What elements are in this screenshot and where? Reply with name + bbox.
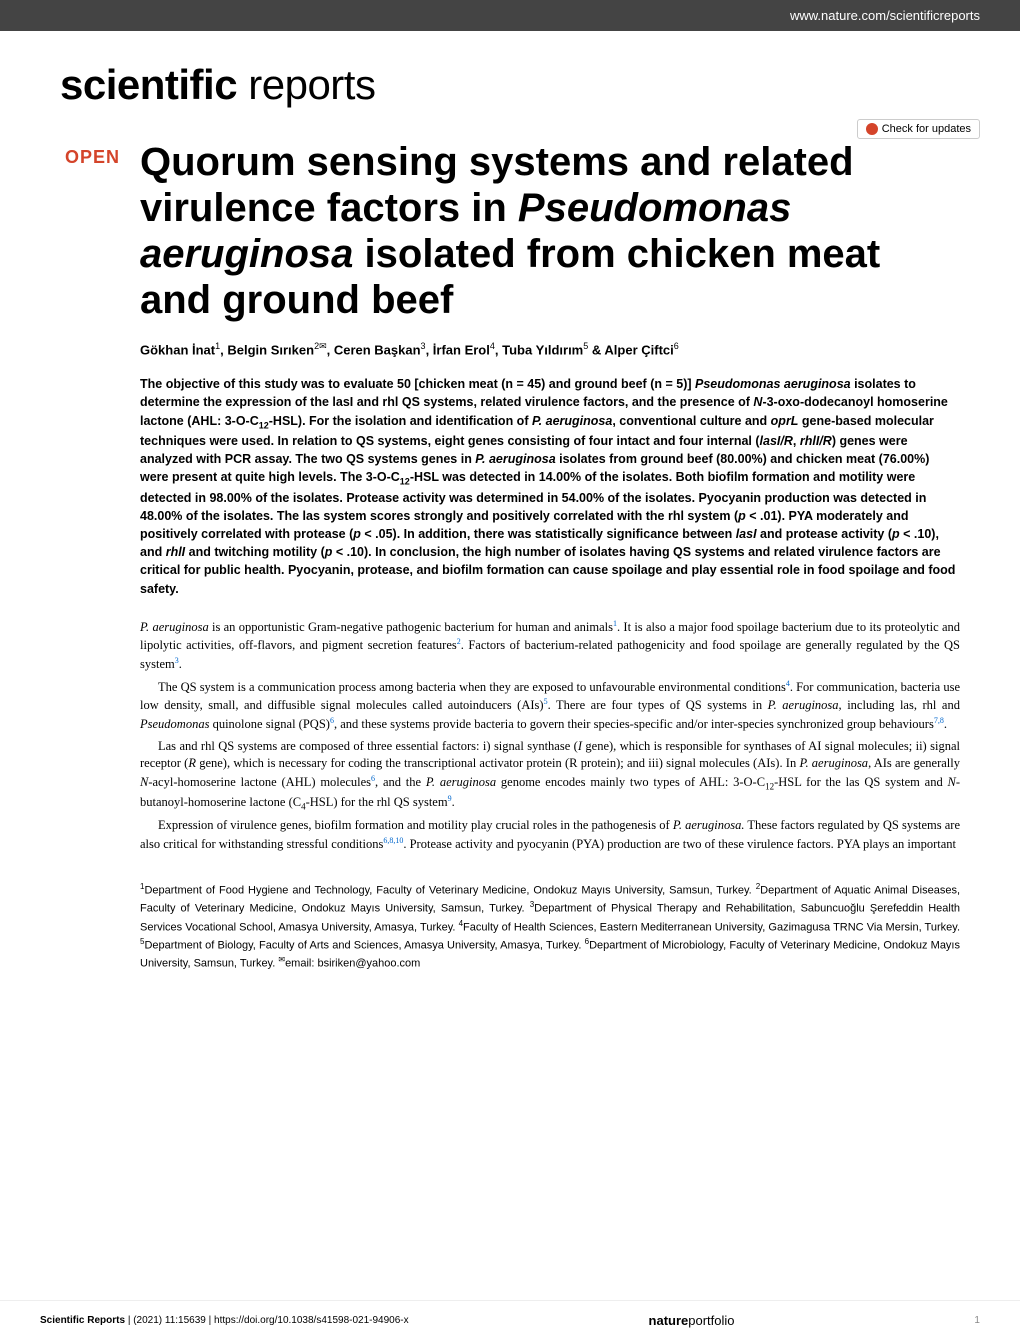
article-wrap: OPEN Quorum sensing systems and related … bbox=[60, 139, 960, 972]
publisher-bold: nature bbox=[649, 1313, 689, 1328]
header-bar: www.nature.com/scientificreports bbox=[0, 0, 1020, 31]
updates-icon bbox=[866, 123, 878, 135]
article-content: OPEN Quorum sensing systems and related … bbox=[0, 139, 1020, 972]
footer-journal: Scientific Reports bbox=[40, 1315, 125, 1326]
page-footer: Scientific Reports | (2021) 11:15639 | h… bbox=[0, 1300, 1020, 1340]
updates-label: Check for updates bbox=[882, 123, 971, 135]
author-list: Gökhan İnat1, Belgin Sırıken2✉, Ceren Ba… bbox=[140, 341, 960, 357]
footer-citation: (2021) 11:15639 bbox=[133, 1315, 206, 1326]
affiliations: 1Department of Food Hygiene and Technolo… bbox=[140, 881, 960, 972]
publisher-light: portfolio bbox=[688, 1313, 734, 1328]
footer-doi[interactable]: https://doi.org/10.1038/s41598-021-94906… bbox=[214, 1315, 409, 1326]
journal-url[interactable]: www.nature.com/scientificreports bbox=[790, 8, 980, 23]
abstract: The objective of this study was to evalu… bbox=[140, 375, 960, 597]
body-para: P. aeruginosa is an opportunistic Gram-n… bbox=[140, 618, 960, 674]
page-number: 1 bbox=[974, 1315, 980, 1326]
body-para: Expression of virulence genes, biofilm f… bbox=[140, 817, 960, 853]
article-title: Quorum sensing systems and related virul… bbox=[140, 139, 960, 323]
logo-bold: scientific bbox=[60, 61, 237, 108]
logo-light: reports bbox=[237, 61, 375, 108]
journal-logo: scientific reports bbox=[0, 31, 1020, 129]
main-column: Quorum sensing systems and related virul… bbox=[140, 139, 960, 972]
open-access-badge: OPEN bbox=[60, 139, 120, 972]
body-para: Las and rhl QS systems are composed of t… bbox=[140, 738, 960, 814]
publisher-logo: natureportfolio bbox=[649, 1313, 735, 1328]
body-para: The QS system is a communication process… bbox=[140, 678, 960, 734]
body-text: P. aeruginosa is an opportunistic Gram-n… bbox=[140, 618, 960, 854]
check-updates-badge[interactable]: Check for updates bbox=[857, 119, 980, 139]
footer-left: Scientific Reports | (2021) 11:15639 | h… bbox=[40, 1315, 409, 1326]
